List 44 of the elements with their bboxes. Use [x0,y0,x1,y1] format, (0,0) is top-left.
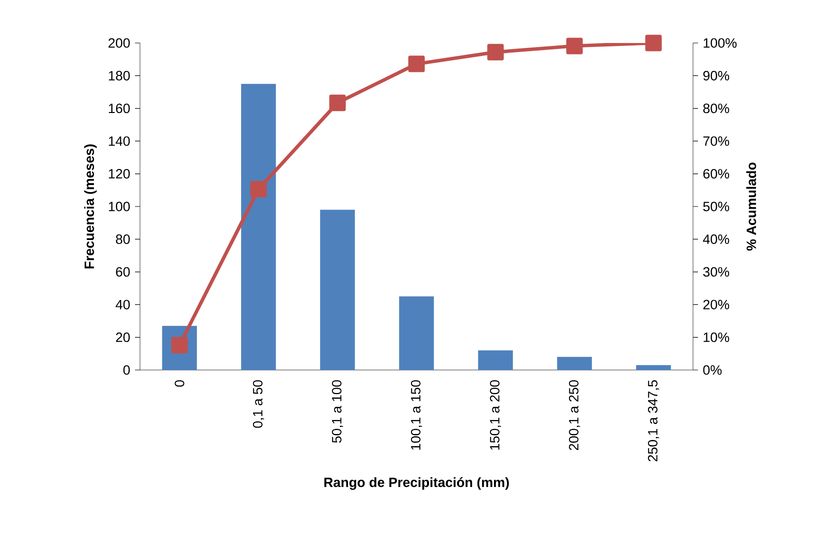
y2-tick-label: 60% [703,169,730,179]
bar [636,365,671,370]
x-tick-label: 250,1 a 347,5 [648,380,660,462]
y-tick-label: 0 [123,365,130,375]
x-axis-title: Rango de Precipitación (mm) [324,477,509,490]
x-tick-label: 100,1 a 150 [410,380,422,450]
bar [241,84,276,370]
y2-tick-label: 10% [704,332,730,342]
point [566,38,583,54]
y2-tick-label: 30% [703,267,730,277]
x-tick-label: 50,1 a 100 [332,380,344,443]
point [329,94,346,112]
y2-axis-title: % Acumulado [746,162,756,251]
y-tick-label: 120 [108,169,130,179]
x-tick-label: 200,1 a 250 [568,380,580,450]
y2-tick-label: 100% [704,38,737,48]
y-tick-label: 80 [116,234,130,244]
point [487,44,504,60]
bar [399,296,434,370]
x-tick-label: 150,1 a 200 [490,380,502,450]
y-axis-title: Frecuencia (meses) [84,144,97,268]
y-tick-label: 100 [108,202,130,212]
bar [478,350,513,370]
y-tick-label: 60 [116,267,130,277]
point [408,56,425,72]
y-tick-label: 20 [116,332,130,342]
y2-tick-label: 20% [703,300,730,310]
y2-tick-label: 80% [703,104,730,114]
y2-tick-label: 50% [703,202,730,212]
y2-tick-label: 40% [702,234,730,244]
bar [557,356,592,370]
y2-tick-label: 70% [703,136,730,146]
y-tick-label: 200 [108,38,130,48]
point [250,180,267,198]
y-tick-label: 180 [108,70,130,80]
y-tick-label: 160 [108,104,130,114]
y-tick-label: 40 [116,300,130,310]
y2-tick-label: 90% [703,70,730,80]
y2-tick-label: 0% [703,365,722,375]
x-tick-label: 0,1 a 50 [252,380,264,428]
x-tick-label: 0 [174,380,184,387]
bar [320,210,355,370]
point [645,34,662,52]
y-tick-label: 140 [108,136,130,146]
